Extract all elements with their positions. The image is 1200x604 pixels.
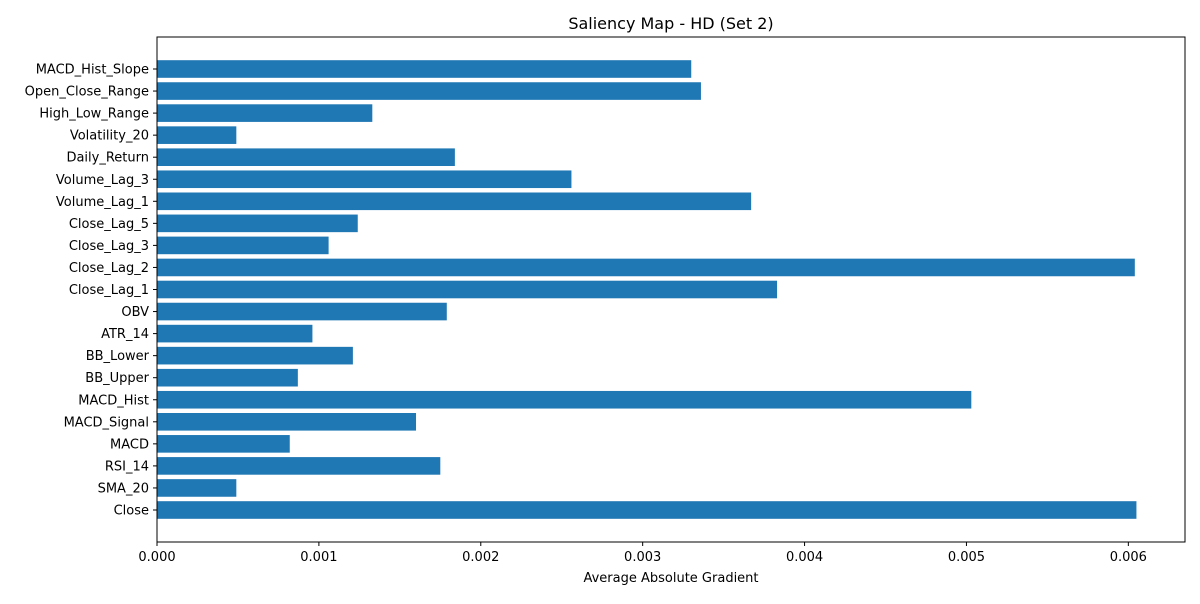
x-tick-label: 0.004: [786, 550, 823, 565]
y-tick-label-close-lag-1: Close_Lag_1: [69, 283, 149, 298]
y-tick-label-close-lag-3: Close_Lag_3: [69, 239, 149, 254]
y-tick-label-close-lag-2: Close_Lag_2: [69, 261, 149, 276]
bar-close-lag-1: [157, 280, 778, 299]
y-tick-label-rsi-14: RSI_14: [105, 459, 149, 474]
x-tick-label: 0.005: [948, 550, 985, 565]
bar-bb-lower: [157, 346, 353, 365]
bar-volatility-20: [157, 126, 237, 144]
x-tick-label: 0.001: [300, 550, 337, 565]
bar-close: [157, 501, 1137, 519]
x-tick-label: 0.002: [462, 550, 499, 565]
plot-frame: [156, 36, 1186, 543]
chart-title: Saliency Map - HD (Set 2): [568, 14, 773, 33]
bar-close-lag-2: [157, 258, 1135, 277]
bar-volume-lag-3: [157, 170, 572, 189]
y-tick-label-sma-20: SMA_20: [98, 481, 149, 496]
y-tick-label-obv: OBV: [121, 305, 149, 320]
y-tick-label-macd-hist-slope: MACD_Hist_Slope: [36, 63, 149, 78]
y-tick-label-close-lag-5: Close_Lag_5: [69, 217, 149, 232]
bars-group: [157, 60, 1137, 519]
y-tick-label-volume-lag-3: Volume_Lag_3: [56, 173, 149, 188]
x-axis-ticks: 0.000 0.001 0.002 0.003 0.004 0.005 0.006: [138, 542, 1147, 565]
x-tick-label: 0.006: [1110, 550, 1147, 565]
bar-daily-return: [157, 148, 455, 166]
y-tick-label-bb-upper: BB_Upper: [85, 371, 149, 386]
x-tick-label: 0.003: [624, 550, 661, 565]
bar-rsi-14: [157, 457, 441, 475]
y-tick-label-macd-signal: MACD_Signal: [64, 415, 149, 430]
bar-macd-hist-slope: [157, 60, 692, 78]
bar-macd-signal: [157, 413, 417, 431]
x-axis-label: Average Absolute Gradient: [583, 571, 758, 586]
bar-open-close-range: [157, 82, 701, 100]
bar-high-low-range: [157, 104, 373, 122]
y-tick-label-bb-lower: BB_Lower: [86, 349, 150, 364]
y-tick-label-volume-lag-1: Volume_Lag_1: [56, 195, 149, 210]
bar-atr-14: [157, 324, 313, 343]
bar-macd: [157, 435, 290, 453]
y-tick-label-macd-hist: MACD_Hist: [78, 393, 149, 408]
bar-close-lag-5: [157, 214, 358, 233]
y-tick-label-atr-14: ATR_14: [101, 327, 149, 342]
x-tick-label: 0.000: [138, 550, 175, 565]
y-tick-label-daily-return: Daily_Return: [66, 151, 149, 166]
bar-obv: [157, 302, 447, 321]
y-tick-label-volatility-20: Volatility_20: [70, 129, 149, 144]
y-tick-label-macd: MACD: [110, 437, 149, 452]
y-tick-label-close: Close: [114, 504, 149, 519]
bar-bb-upper: [157, 368, 298, 387]
bar-sma-20: [157, 479, 237, 497]
bar-close-lag-3: [157, 236, 329, 255]
bar-volume-lag-1: [157, 192, 752, 211]
y-tick-label-open-close-range: Open_Close_Range: [25, 85, 149, 100]
y-axis-ticks: Close SMA_20 RSI_14 MACD MACD_Signal MACD_His…: [25, 63, 157, 519]
bar-macd-hist: [157, 390, 972, 409]
y-tick-label-high-low-range: High_Low_Range: [39, 107, 149, 122]
